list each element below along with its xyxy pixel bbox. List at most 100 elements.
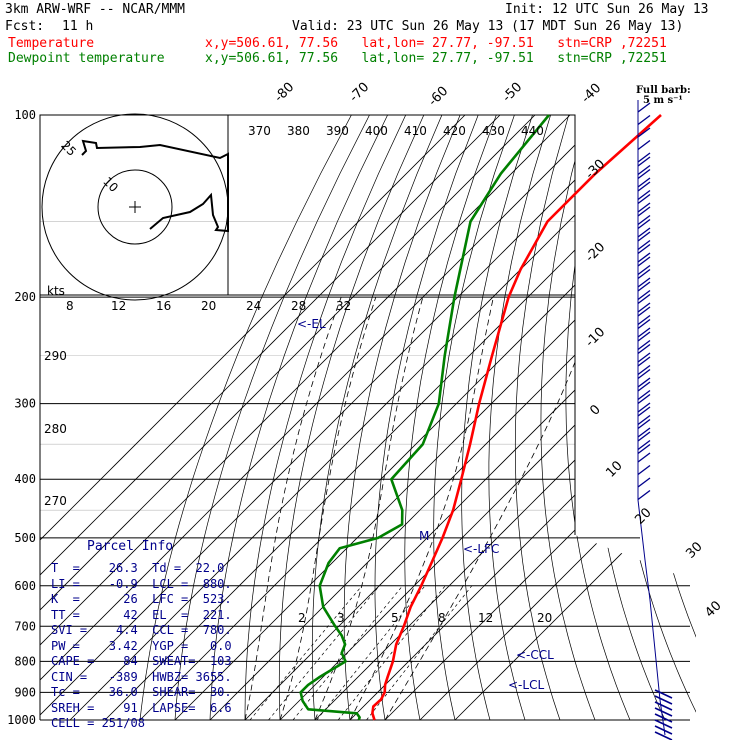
parcel-info-title: Parcel Info <box>87 539 174 554</box>
speed-label: 20 <box>201 299 216 313</box>
dry-adiabat <box>681 115 696 720</box>
wind-barb <box>637 277 651 288</box>
speed-label: 28 <box>291 299 306 313</box>
dewpoint-legend-label: Dewpoint temperature <box>8 51 165 66</box>
dry-adiabat <box>540 115 601 720</box>
profiles-layer <box>299 114 662 721</box>
wind-barb <box>637 189 651 201</box>
lfc-label: <-LFC <box>463 542 499 556</box>
wind-barb <box>637 227 651 238</box>
theta-label: 440 <box>521 124 544 138</box>
wind-barb <box>637 193 651 205</box>
parcel-info-row: CIN = -389 HWBZ= 3655. <box>51 669 232 684</box>
theta-label: 390 <box>326 124 349 138</box>
parcel-info-row: SREH = 91 LAPSE= 6.6 <box>51 700 232 715</box>
moist-adiabat <box>279 296 377 720</box>
wind-barb <box>637 164 651 176</box>
wind-barb <box>637 402 651 413</box>
temperature-tick-label: -80 <box>272 80 298 106</box>
valid-time: Valid: 23 UTC Sun 26 May 13 (17 MDT Sun … <box>292 19 684 34</box>
wind-barb <box>654 707 673 717</box>
wind-barb <box>637 168 651 180</box>
mixing-ratio-label: 12 <box>478 611 493 625</box>
wind-barb <box>637 156 651 167</box>
dry-adiabat <box>244 115 407 720</box>
wind-barb <box>637 114 651 126</box>
wind-barbs <box>637 100 673 740</box>
dry-adiabat <box>514 115 570 720</box>
mixing-ratio-line <box>337 585 446 720</box>
wind-barb <box>637 127 651 138</box>
dry-adiabat <box>659 115 696 720</box>
pressure-label-400: 400 <box>14 472 36 486</box>
wind-barb <box>637 464 651 476</box>
wind-barb <box>637 252 651 263</box>
wind-barb <box>637 214 651 226</box>
lcl-label: <-LCL <box>508 678 544 692</box>
pressure-label-200: 200 <box>14 290 36 304</box>
mixing-ratio-line <box>316 585 426 720</box>
wind-barb <box>637 239 651 251</box>
temperature-tick-label: -20 <box>583 240 609 266</box>
wind-barb <box>637 231 651 242</box>
wind-barb <box>637 243 651 255</box>
theta-label: 410 <box>404 124 427 138</box>
hodo-ring-label: 10 <box>100 174 121 195</box>
dry-adiabat <box>374 115 479 720</box>
mixing-ratio-label: 3 <box>337 611 345 625</box>
dry-adiabat <box>589 115 672 720</box>
wind-barb <box>637 289 651 301</box>
dewpoint-legend-info: x,y=506.61, 77.56 lat,lon= 27.77, -97.51… <box>205 51 667 66</box>
dry-adiabat <box>636 115 696 720</box>
wind-barb <box>637 202 651 213</box>
dry-adiabat <box>138 115 352 720</box>
temperature-legend-info: x,y=506.61, 77.56 lat,lon= 27.77, -97.51… <box>205 36 667 51</box>
wind-barb <box>637 368 651 380</box>
barb-legend-title: Full barb: <box>636 85 691 96</box>
temperature-tick-label: -30 <box>583 157 609 183</box>
speed-label: 12 <box>111 299 126 313</box>
wind-barb <box>637 177 651 188</box>
forecast-label: Fcst: <box>5 19 45 34</box>
theta-e-label: 270 <box>44 494 67 508</box>
theta-e-label: 280 <box>44 422 67 436</box>
wind-barb <box>637 443 651 455</box>
parcel-info-row: CAPE = 84 SWEAT= 103 <box>51 654 232 668</box>
parcel-info-row: PW = 3.42 YGP = 0.0 <box>51 638 232 653</box>
wind-barb <box>654 719 673 729</box>
wind-barb <box>654 725 673 735</box>
init-time: Init: 12 UTC Sun 26 May 13 <box>505 2 709 17</box>
mixing-ratio-label: 5 <box>391 611 399 625</box>
isotherm <box>69 115 676 720</box>
wind-barb <box>637 314 651 326</box>
pressure-label-1000: 1000 <box>7 713 36 727</box>
wind-barb <box>637 327 651 338</box>
wind-barb <box>637 256 651 267</box>
wind-barb <box>654 731 673 740</box>
theta-label: 400 <box>365 124 388 138</box>
wind-barb <box>637 302 651 313</box>
parcel-info-row: K = 26 LFC = 523. <box>51 592 232 606</box>
wind-barb <box>637 339 651 351</box>
wind-barb <box>637 356 651 367</box>
dry-adiabat <box>311 115 443 720</box>
parcel-info-row: LI = -0.9 LCL = 880. <box>51 576 232 591</box>
isotherm <box>209 115 696 720</box>
wind-barb <box>637 206 651 217</box>
temperature-tick-label: 40 <box>702 598 724 620</box>
mixing-ratio-line <box>249 585 363 720</box>
dry-adiabat <box>488 115 551 720</box>
barb-staff-low <box>637 499 666 736</box>
dry-adiabat <box>461 115 533 720</box>
parcel-info-row: SVI = 4.4 CCL = 780. <box>51 623 232 637</box>
isotherm <box>40 115 606 720</box>
mixing-ratio-label: 2 <box>298 611 306 625</box>
wind-barb <box>637 352 651 363</box>
dry-adiabat <box>703 115 740 733</box>
isotherm <box>40 115 536 720</box>
model-title: 3km ARW-WRF -- NCAR/MMM <box>5 2 186 17</box>
speed-label: 16 <box>156 299 171 313</box>
wind-barb <box>637 102 651 113</box>
temperature-tick-label: -40 <box>579 81 605 107</box>
